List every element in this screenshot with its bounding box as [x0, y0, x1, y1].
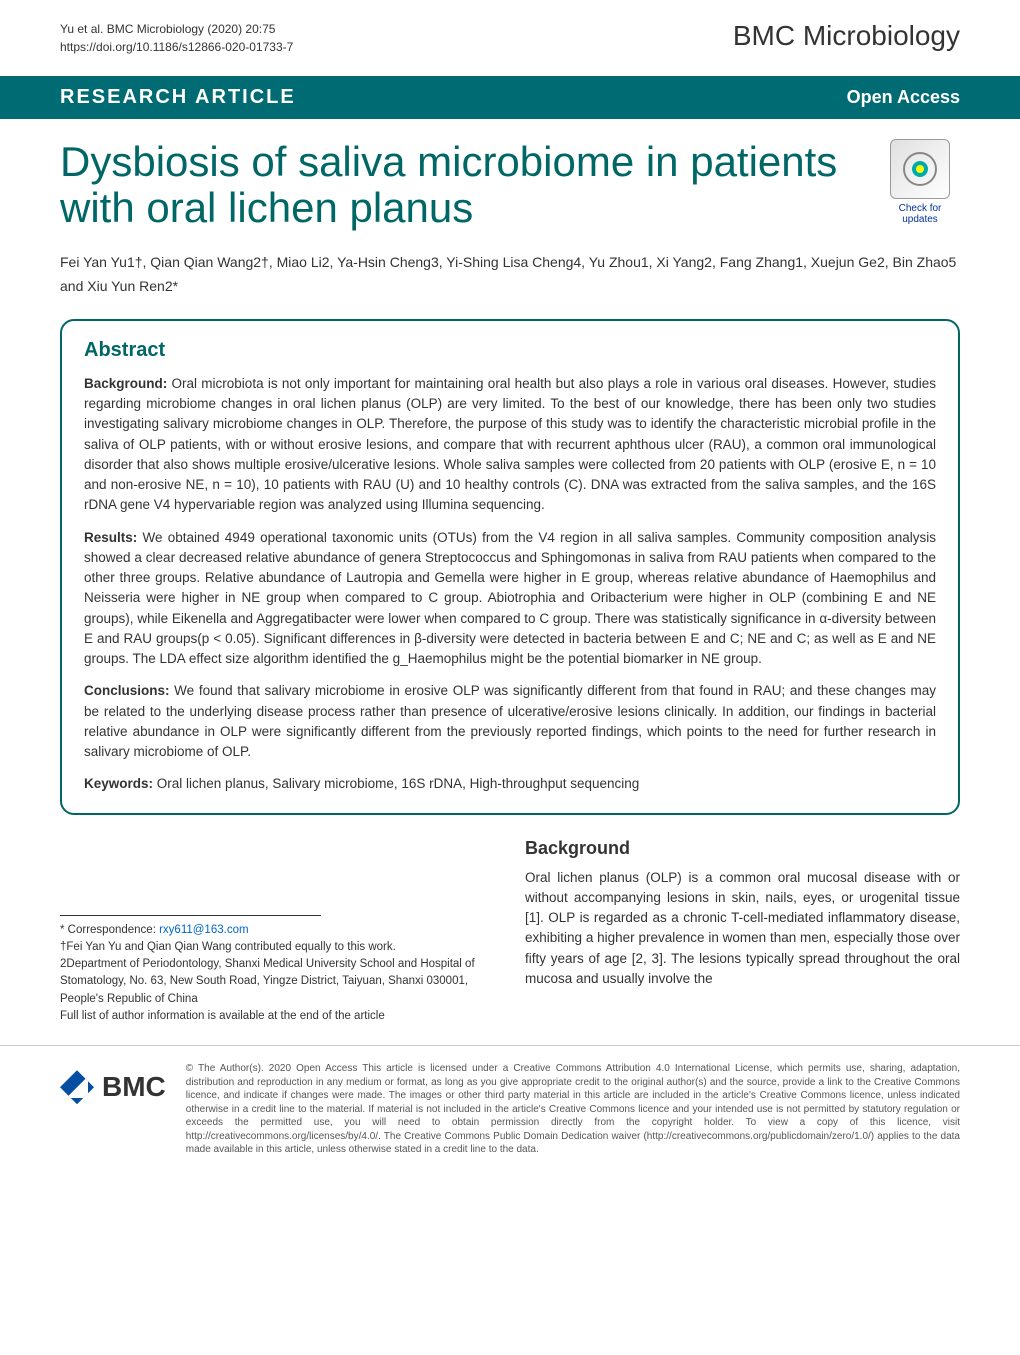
correspondence-email[interactable]: rxy611@163.com — [159, 924, 248, 936]
background-column: Background Oral lichen planus (OLP) is a… — [525, 835, 960, 1026]
full-list-note: Full list of author information is avail… — [60, 1008, 495, 1025]
two-column-section: * Correspondence: rxy611@163.com †Fei Ya… — [0, 815, 1020, 1046]
abstract-background-label: Background: — [84, 376, 167, 391]
check-updates-label: Check for updates — [880, 203, 960, 225]
license-text: © The Author(s). 2020 Open Access This a… — [186, 1062, 960, 1157]
abstract-conclusions: Conclusions: We found that salivary micr… — [84, 681, 936, 762]
abstract-heading: Abstract — [84, 339, 936, 362]
correspondence-column: * Correspondence: rxy611@163.com †Fei Ya… — [60, 835, 495, 1026]
title-section: Dysbiosis of saliva microbiome in patien… — [0, 119, 1020, 251]
bmc-logo: BMC — [60, 1062, 166, 1112]
footer-band: BMC © The Author(s). 2020 Open Access Th… — [0, 1045, 1020, 1181]
abstract-results: Results: We obtained 4949 operational ta… — [84, 528, 936, 670]
article-title: Dysbiosis of saliva microbiome in patien… — [60, 139, 860, 231]
abstract-keywords-label: Keywords: — [84, 776, 153, 791]
abstract-results-label: Results: — [84, 530, 137, 545]
abstract-keywords-text: Oral lichen planus, Salivary microbiome,… — [153, 776, 639, 791]
background-body-text: Oral lichen planus (OLP) is a common ora… — [525, 868, 960, 990]
article-type-band: RESEARCH ARTICLE Open Access — [0, 76, 1020, 119]
affiliation-text: 2Department of Periodontology, Shanxi Me… — [60, 956, 495, 1008]
correspondence-label: * Correspondence: — [60, 924, 159, 936]
bmc-logo-text: BMC — [102, 1071, 166, 1103]
equal-contribution: †Fei Yan Yu and Qian Qian Wang contribut… — [60, 939, 495, 956]
abstract-background: Background: Oral microbiota is not only … — [84, 374, 936, 516]
citation-block: Yu et al. BMC Microbiology (2020) 20:75 … — [60, 20, 293, 56]
background-heading: Background — [525, 835, 960, 862]
citation-line2: https://doi.org/10.1186/s12866-020-01733… — [60, 38, 293, 56]
abstract-conclusions-text: We found that salivary microbiome in ero… — [84, 683, 936, 759]
bmc-logo-icon — [60, 1070, 94, 1104]
abstract-background-text: Oral microbiota is not only important fo… — [84, 376, 936, 513]
article-type-label: RESEARCH ARTICLE — [60, 86, 296, 109]
header-band: Yu et al. BMC Microbiology (2020) 20:75 … — [0, 0, 1020, 66]
check-updates-widget[interactable]: Check for updates — [880, 139, 960, 231]
correspondence-divider — [60, 915, 321, 916]
journal-name: BMC Microbiology — [733, 20, 960, 52]
correspondence-email-line: * Correspondence: rxy611@163.com — [60, 922, 495, 939]
abstract-box: Abstract Background: Oral microbiota is … — [60, 319, 960, 815]
abstract-conclusions-label: Conclusions: — [84, 683, 170, 698]
abstract-keywords: Keywords: Oral lichen planus, Salivary m… — [84, 774, 936, 794]
abstract-results-text: We obtained 4949 operational taxonomic u… — [84, 530, 936, 667]
citation-line1: Yu et al. BMC Microbiology (2020) 20:75 — [60, 20, 293, 38]
open-access-label: Open Access — [847, 87, 960, 108]
crossmark-icon — [890, 139, 950, 199]
authors-list: Fei Yan Yu1†, Qian Qian Wang2†, Miao Li2… — [0, 251, 1020, 319]
